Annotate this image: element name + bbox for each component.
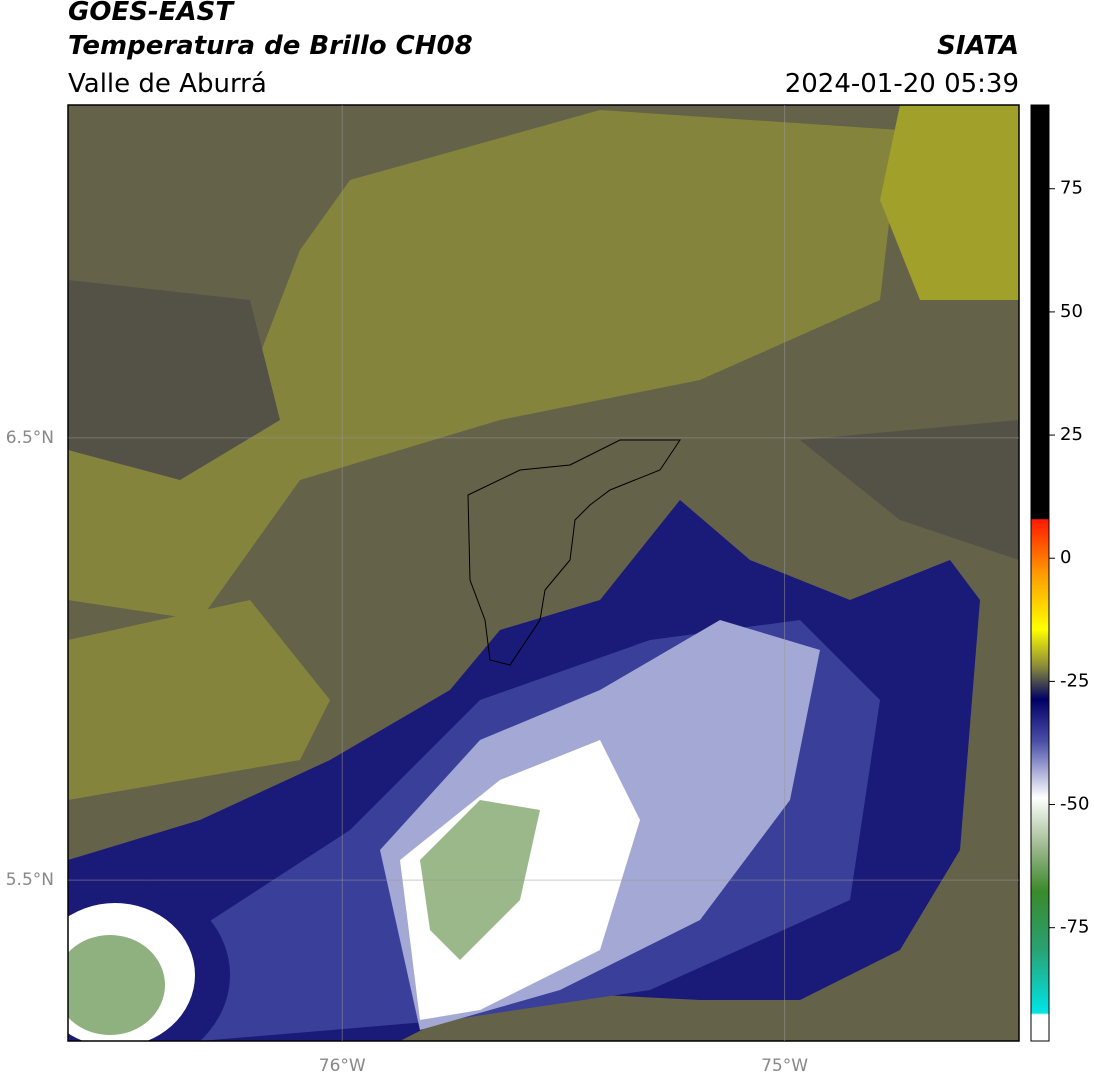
datetime: 2024-01-20 05:39 (785, 69, 1019, 99)
subtitle: Temperatura de Brillo CH08 (68, 31, 473, 61)
map-axes: 76°W 75°W 6.5°N 5.5°N (6, 105, 1019, 1076)
colorbar-tick-label: 25 (1060, 424, 1083, 445)
colorbar (1030, 104, 1050, 1042)
colorbar-tick-label: 0 (1060, 547, 1071, 568)
title: GOES-EAST (68, 0, 235, 27)
satellite-image (68, 105, 1019, 1041)
source: SIATA (937, 31, 1019, 61)
x-tick-label: 76°W (319, 1056, 366, 1076)
x-tick-label: 75°W (761, 1056, 808, 1076)
colorbar-tick-label: -75 (1060, 917, 1089, 938)
colorbar-tick-label: -25 (1060, 670, 1089, 691)
region: Valle de Aburrá (68, 69, 267, 99)
y-tick-label: 6.5°N (6, 428, 54, 448)
map-frame (67, 104, 1020, 1042)
colorbar-tick-label: 50 (1060, 301, 1083, 322)
colorbar-tick-label: -50 (1060, 794, 1089, 815)
y-tick-label: 5.5°N (6, 870, 54, 890)
colorbar-axis: 75 50 25 0 -25 -50 -75 (1049, 178, 1089, 938)
colorbar-tick-label: 75 (1060, 178, 1083, 199)
